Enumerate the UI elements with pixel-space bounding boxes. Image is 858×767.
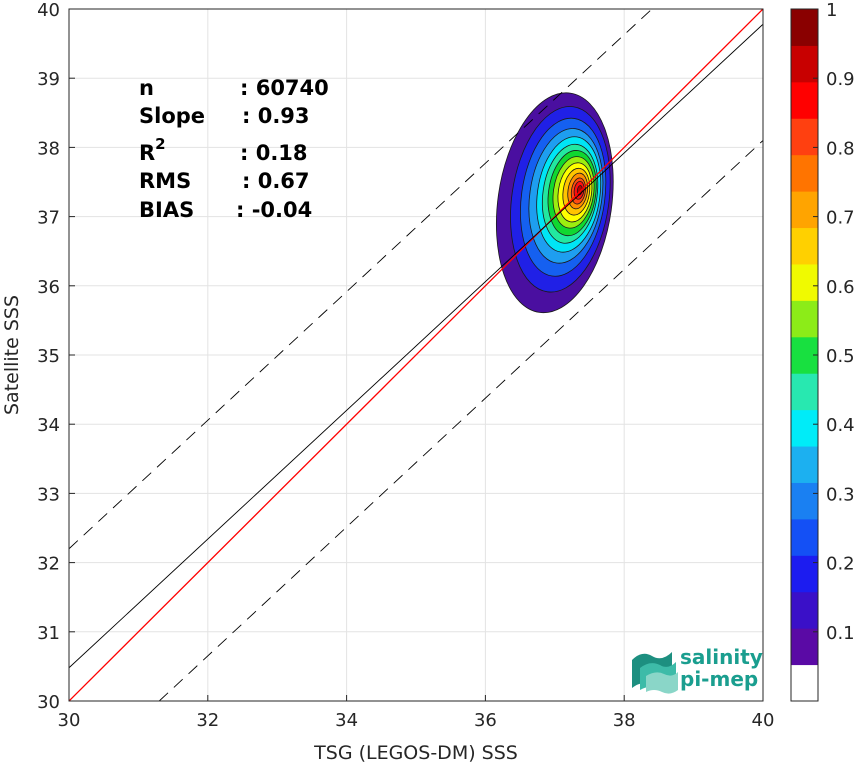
stat-value-rms: : 0.67 (242, 169, 310, 193)
colorbar-tick-label-2: 0.3 (826, 484, 855, 505)
x-tick-label-4: 38 (613, 710, 636, 731)
x-tick-label-0: 30 (58, 710, 81, 731)
logo-line1: salinity (680, 645, 763, 669)
colorbar-segment-17 (791, 45, 818, 83)
colorbar: 0.1 0.2 0.3 0.4 0.5 0.6 0.7 0.8 0.9 1 (790, 0, 855, 702)
x-tick-label-2: 34 (335, 710, 358, 731)
y-tick-label-7: 37 (37, 208, 60, 229)
stat-label-n: n (139, 76, 154, 100)
colorbar-segment-5 (791, 482, 818, 520)
y-tick-label-8: 38 (37, 138, 60, 159)
x-tick-label-5: 40 (752, 710, 775, 731)
colorbar-segment-7 (791, 409, 818, 447)
colorbar-tick-label-6: 0.7 (826, 208, 855, 229)
colorbar-tick-label-5: 0.6 (826, 277, 855, 298)
colorbar-segment-2 (791, 591, 818, 629)
colorbar-tick-label-4: 0.5 (826, 346, 855, 367)
one-to-one-line (69, 9, 763, 701)
y-tick-label-9: 39 (37, 69, 60, 90)
salinity-pimep-logo: salinity pi-mep (632, 645, 763, 694)
stat-value-n: : 60740 (240, 76, 329, 100)
colorbar-segment-16 (791, 81, 818, 119)
stat-value-slope: : 0.93 (242, 104, 310, 128)
y-tick-label-5: 35 (37, 346, 60, 367)
colorbar-segment-13 (791, 191, 818, 229)
colorbar-tick-label-9: 1 (826, 0, 837, 21)
colorbar-segment-14 (791, 154, 818, 192)
upper-bound-line (69, 9, 653, 550)
logo-line2: pi-mep (680, 667, 758, 691)
colorbar-segment-4 (791, 518, 818, 556)
y-tick-label-10: 40 (37, 0, 60, 21)
colorbar-segment-15 (791, 118, 818, 156)
y-tick-label-1: 31 (37, 623, 60, 644)
colorbar-segment-6 (791, 446, 818, 483)
y-tick-label-2: 32 (37, 554, 60, 575)
stat-value-bias: : -0.04 (236, 198, 312, 222)
colorbar-tick-label-1: 0.2 (826, 554, 855, 575)
colorbar-segment-11 (791, 263, 818, 301)
density-contours (495, 92, 614, 314)
x-tick-labels: 30 32 34 36 38 40 (58, 695, 775, 731)
x-tick-label-1: 32 (196, 710, 219, 731)
stat-label-bias: BIAS (139, 198, 194, 222)
stat-value-r: : 0.18 (240, 141, 308, 165)
colorbar-segment-10 (791, 300, 818, 338)
colorbar-segment-18 (791, 9, 818, 46)
colorbar-segment-3 (791, 555, 818, 593)
colorbar-segment-1 (791, 628, 818, 666)
colorbar-tick-label-3: 0.4 (826, 415, 855, 436)
regression-line (69, 23, 763, 669)
reference-lines (69, 9, 763, 701)
x-axis-label: TSG (LEGOS-DM) SSS (313, 742, 518, 764)
y-axis-label: Satellite SSS (1, 295, 23, 415)
colorbar-segment-8 (791, 373, 818, 411)
y-tick-label-0: 30 (37, 692, 60, 713)
colorbar-segment-12 (791, 227, 818, 265)
colorbar-tick-label-7: 0.8 (826, 138, 855, 159)
stat-label-superscript: 2 (155, 135, 165, 153)
wave-icon (632, 652, 678, 694)
grid (68, 8, 764, 702)
x-tick-label-3: 36 (474, 710, 497, 731)
colorbar-tick-label-8: 0.9 (826, 69, 855, 90)
y-tick-labels: 30 31 32 33 34 35 36 37 38 39 40 (37, 0, 75, 713)
y-tick-label-4: 34 (37, 415, 60, 436)
stat-label-rms: RMS (139, 169, 191, 193)
colorbar-segment-0 (791, 664, 818, 702)
colorbar-tick-label-0: 0.1 (826, 623, 855, 644)
y-tick-label-6: 36 (37, 277, 60, 298)
lower-bound-line (158, 140, 763, 701)
stat-label-slope: Slope (139, 104, 205, 128)
y-tick-label-3: 33 (37, 484, 60, 505)
